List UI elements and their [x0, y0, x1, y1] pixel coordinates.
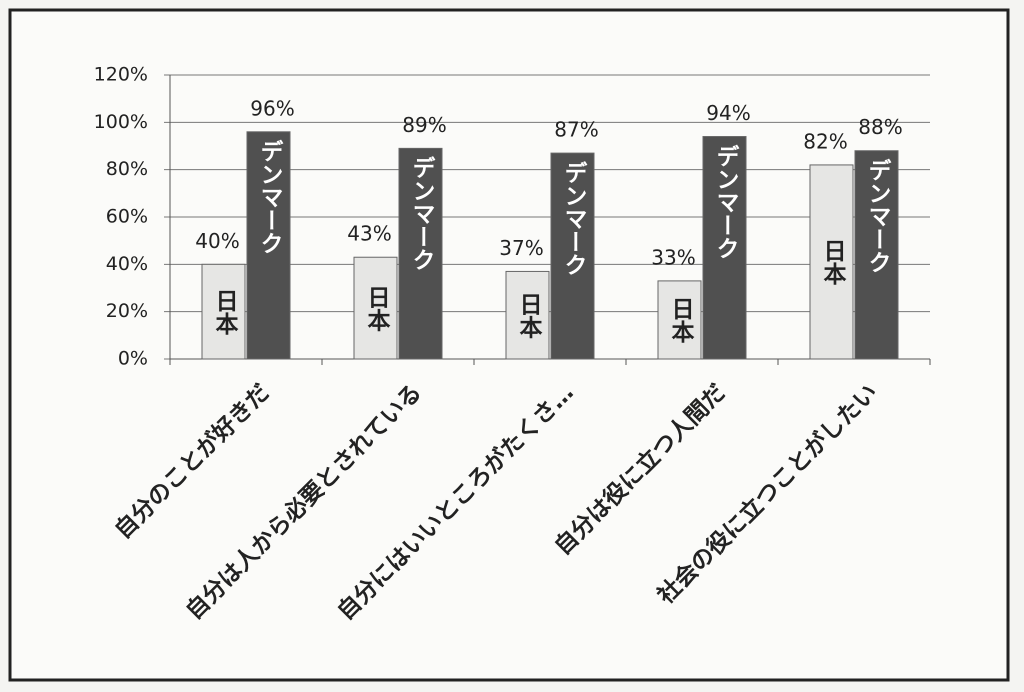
- bar: [505, 270, 550, 360]
- bar: [246, 131, 291, 360]
- y-tick-label: 40%: [106, 253, 148, 275]
- value-label: 43%: [347, 222, 391, 246]
- value-label: 82%: [803, 129, 847, 153]
- bar: [854, 150, 899, 360]
- bar: [702, 136, 747, 360]
- series-name: デンマーク: [256, 139, 283, 255]
- y-tick-label: 0%: [118, 348, 148, 370]
- y-tick-label: 100%: [94, 111, 148, 133]
- series-name: 日本: [363, 285, 391, 331]
- y-tick-label: 80%: [106, 158, 148, 180]
- value-label: 87%: [554, 118, 598, 142]
- series-name: 日本: [515, 292, 543, 338]
- series-name: デンマーク: [408, 155, 435, 271]
- series-name: デンマーク: [864, 157, 891, 273]
- series-name: デンマーク: [560, 160, 587, 276]
- bar: [550, 152, 595, 360]
- value-label: 94%: [706, 101, 750, 125]
- series-name: デンマーク: [712, 143, 739, 259]
- bar: [201, 263, 246, 360]
- value-label: 33%: [651, 245, 695, 269]
- y-tick-label: 20%: [106, 300, 148, 322]
- bar: [657, 280, 702, 360]
- bar: [809, 164, 854, 360]
- series-name: 日本: [211, 289, 239, 335]
- bar: [398, 147, 443, 360]
- value-label: 88%: [858, 115, 902, 139]
- value-label: 89%: [402, 113, 446, 137]
- bar: [353, 256, 398, 360]
- series-name: 日本: [819, 239, 847, 285]
- value-label: 37%: [499, 236, 543, 260]
- y-tick-label: 60%: [106, 206, 148, 228]
- series-name: 日本: [667, 297, 695, 343]
- value-label: 96%: [250, 96, 294, 120]
- y-tick-label: 120%: [94, 64, 148, 86]
- value-label: 40%: [195, 229, 239, 253]
